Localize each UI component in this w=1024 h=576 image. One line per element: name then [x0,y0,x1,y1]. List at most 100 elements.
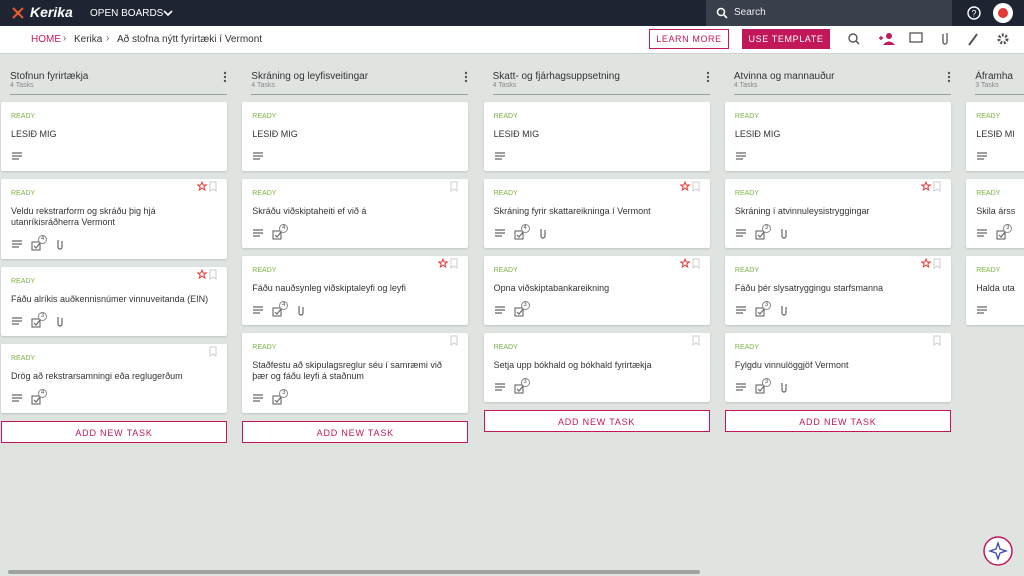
card-list: READY LESIÐ MIG READY Skráning í atvinnuley… [724,102,951,432]
card-flags [679,181,700,192]
add-task-button[interactable]: ADD NEW TASK [242,421,469,443]
column-count: 3 Tasks [975,82,999,89]
breadcrumb-item[interactable]: Kerika [74,34,103,45]
card-icons: 4 [11,389,217,405]
checklist-count: 3 [1003,224,1013,233]
card-title: Fáðu þér slysatryggingu starfsmanna [734,283,883,293]
card-status: READY [976,267,1001,274]
column-count: 4 Tasks [733,82,758,89]
task-card[interactable]: READY LESIÐ MIG [242,102,469,171]
card-icons [11,149,217,163]
card-status: READY [11,113,36,120]
breadcrumb-sep: › [63,33,67,44]
card-title: Halda uta [976,283,1015,293]
add-task-button[interactable]: ADD NEW TASK [724,410,951,432]
description-icon [735,383,746,391]
column-count: 4 Tasks [10,82,34,89]
search-icon [716,7,728,19]
task-card[interactable]: READY Halda uta [966,256,1024,325]
card-icons: 3 [735,224,941,240]
add-task-button[interactable]: ADD NEW TASK [483,410,710,432]
checklist-icon [514,384,524,394]
card-icons: 3 [494,301,700,317]
card-status: READY [734,267,760,274]
checklist-count: 4 [520,224,530,233]
task-card[interactable]: READY Veldu rekstrarform og skráðu þig hj… [1,179,227,259]
task-card[interactable]: READY Skráðu viðskiptaheiti ef við á 4 [242,179,469,248]
use-template-button[interactable]: USE TEMPLATE [742,29,830,49]
card-icons [252,149,458,163]
checklist-count: 3 [761,224,771,233]
column-title: Skráning og leyfisveitingar [251,71,369,82]
task-card[interactable]: READY Drög að rekstrarsamningi eða reglug… [1,344,227,413]
logo[interactable]: Kerika [30,4,73,20]
card-icons [976,149,1024,163]
task-card[interactable]: READY LESIÐ MIG [724,102,951,171]
card-flags [933,335,941,346]
card-icons: 3 [735,378,941,394]
checklist-icon [31,318,41,328]
card-list: READY LESIÐ MIG READY Skráning fyrir skatta… [483,102,710,432]
card-icons [976,303,1024,317]
add-task-button[interactable]: ADD NEW TASK [1,421,227,443]
breadcrumb-home[interactable]: HOME [31,34,61,45]
card-title: Drög að rekstrarsamningi eða reglugerðum [11,371,183,381]
assistant-button[interactable] [983,536,1013,566]
open-boards-menu[interactable]: OPEN BOARDS [90,8,164,19]
task-card[interactable]: READY Fáðu þér slysatryggingu starfsmanna… [724,256,951,325]
avatar[interactable] [993,3,1013,23]
task-card[interactable]: READY Skráning í atvinnuleysistryggingar 3 [724,179,951,248]
task-card[interactable]: READY Skráning fyrir skattareikninga í Ve… [483,179,710,248]
learn-more-button[interactable]: LEARN MORE [649,29,729,49]
card-flags [450,181,458,192]
task-card[interactable]: READY LESIÐ MIG [1,102,227,171]
checklist-count: 4 [279,301,289,310]
help-icon[interactable]: ? [967,6,981,20]
column-menu-icon [223,71,227,83]
checklist: 4 [31,389,47,405]
description-icon [12,152,22,160]
card-flags [920,181,941,192]
card-icons: 4 [11,235,217,251]
task-card[interactable]: READY Skila árss 3 [966,179,1024,248]
attachment-icon [57,240,63,250]
card-flags [450,335,458,346]
card-list: READY LESIÐ MI READY Skila árss 3 READY Halda … [966,102,1024,333]
task-card[interactable]: READY Fáðu alríkis auðkennisnúmer vinnuve… [1,267,227,336]
task-card[interactable]: READY LESIÐ MI [966,102,1024,171]
checklist-count: 3 [38,312,47,321]
checklist-icon [31,241,41,251]
checklist-count: 4 [38,235,47,244]
card-flags [692,335,700,346]
card-status: READY [734,344,760,351]
card-flags [197,269,217,280]
breadcrumb-sep: › [106,33,110,44]
card-title: LESIÐ MIG [734,129,781,139]
card-status: READY [976,113,1001,120]
task-card[interactable]: READY Fylgdu vinnulöggjöf Vermont 3 [724,333,951,402]
checklist-icon [514,230,524,240]
task-card[interactable]: READY Staðfestu að skipulagsreglur séu í … [242,333,469,413]
search-placeholder: Search [734,7,766,18]
card-title: Fáðu alríkis auðkennisnúmer vinnuveitand… [11,294,209,304]
task-card[interactable]: READY LESIÐ MIG [483,102,710,171]
description-icon [494,152,505,160]
checklist-count: 3 [279,389,289,398]
task-card[interactable]: READY Opna viðskiptabankareikning 3 [483,256,710,325]
attachment-icon [781,229,787,239]
description-icon [977,229,988,237]
task-card[interactable]: READY Setja upp bókhald og bókhald fyrirt… [483,333,710,402]
card-title: LESIÐ MIG [493,129,540,139]
top-bar: Kerika OPEN BOARDS Search ? [0,0,1024,26]
task-card[interactable]: READY Fáðu nauðsynleg viðskiptaleyfi og l… [242,256,469,325]
card-status: READY [11,190,36,197]
card-title: Skráning í atvinnuleysistryggingar [734,206,870,216]
checklist: 3 [755,378,771,394]
toolbar-icons[interactable] [840,26,1020,53]
card-flags [679,258,700,269]
checklist-count: 4 [38,389,47,398]
search-box[interactable]: Search [706,0,952,26]
card-status: READY [11,355,36,362]
card-title: Opna viðskiptabankareikning [493,283,610,293]
card-title: Setja upp bókhald og bókhald fyrirtækja [493,360,652,370]
